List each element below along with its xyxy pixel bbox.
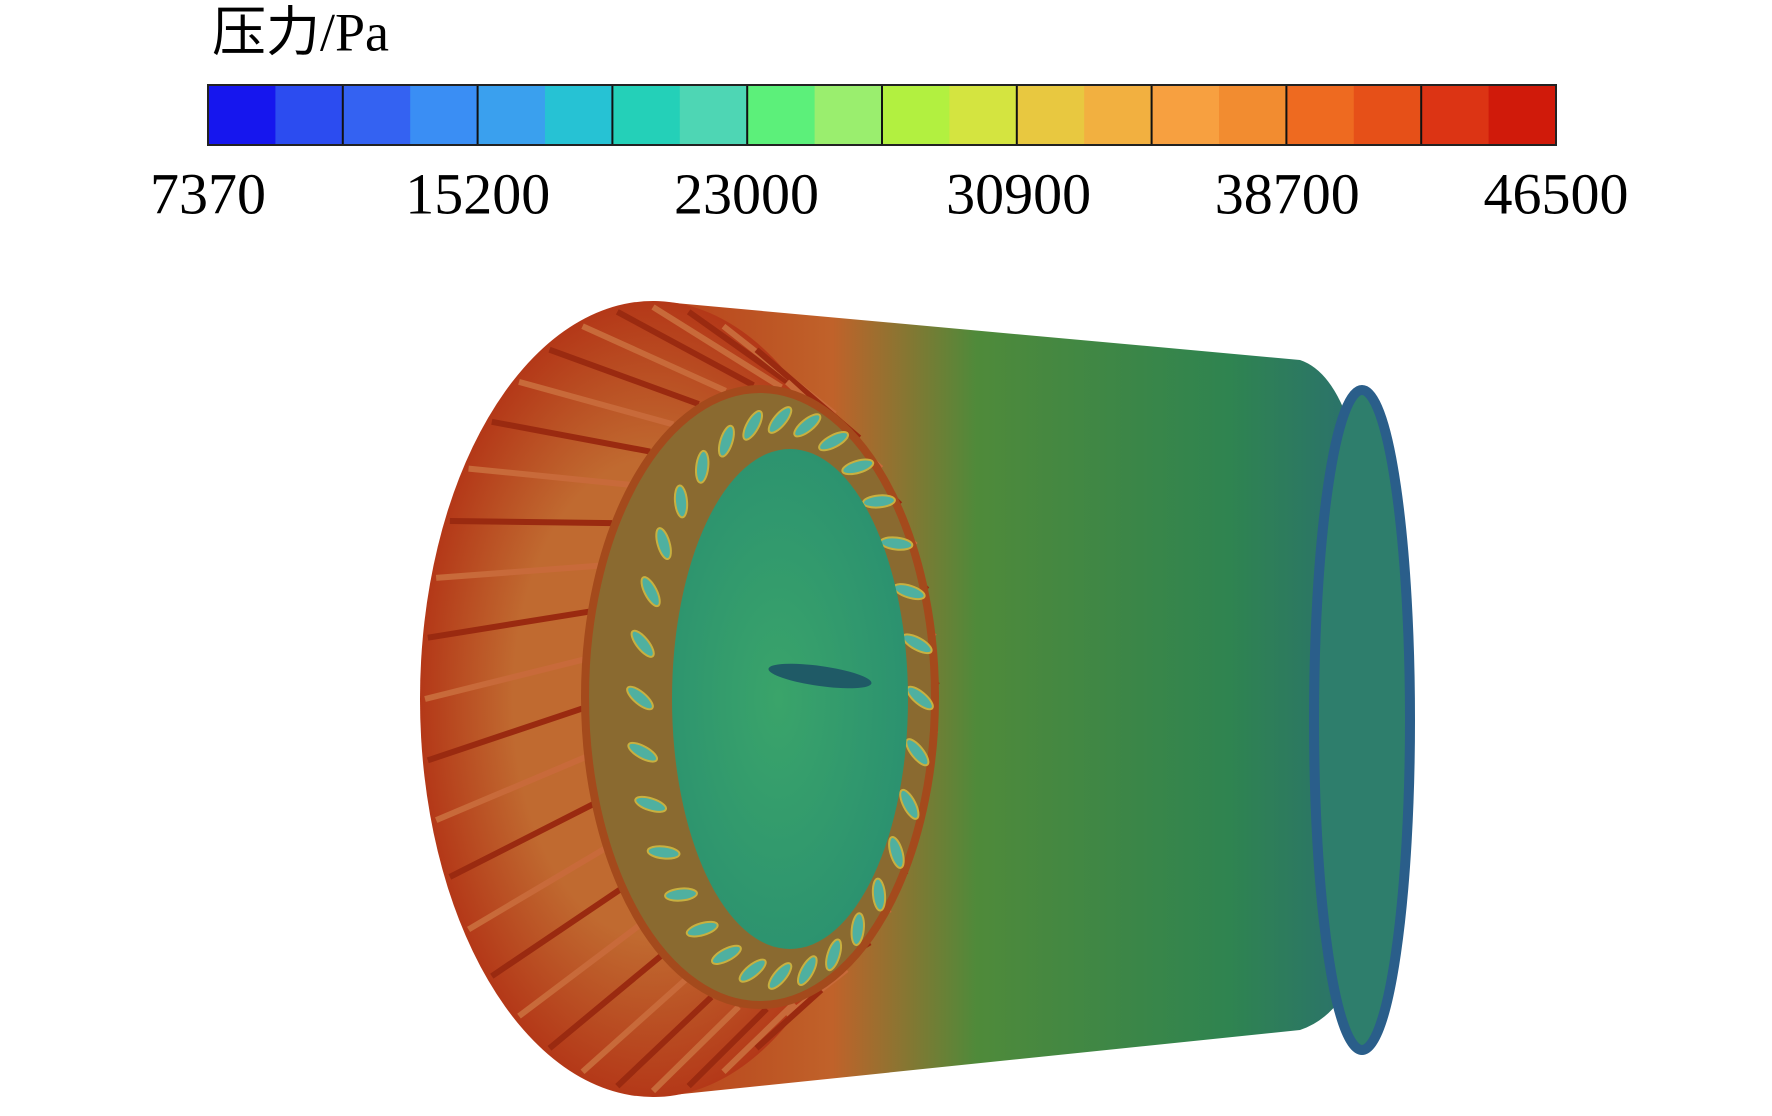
blade	[615, 309, 755, 388]
vane	[871, 877, 887, 912]
blade	[491, 418, 651, 455]
colorbar-tick-label: 15200	[405, 161, 550, 226]
blade	[424, 656, 585, 702]
blade	[580, 977, 688, 1075]
colorbar-segment	[275, 85, 344, 145]
blade	[548, 346, 700, 407]
colorbar-segment	[342, 85, 411, 145]
vane	[685, 920, 719, 938]
vane	[888, 835, 905, 869]
vane	[899, 788, 920, 820]
colorbar-ticks: 7370 15200 23000 30900 38700 46500	[150, 161, 1629, 226]
colorbar-segment	[679, 85, 748, 145]
blade	[581, 323, 727, 394]
vane	[841, 458, 875, 476]
vane	[850, 912, 865, 947]
colorbar-segment	[1084, 85, 1153, 145]
vane	[626, 685, 654, 711]
vane	[640, 576, 661, 608]
colorbar-title: 压力/Pa	[212, 2, 389, 62]
blade	[650, 1004, 741, 1094]
vane	[627, 741, 659, 763]
colorbar-segment	[949, 85, 1018, 145]
vane	[796, 955, 818, 986]
colorbar: 压力/Pa 7370 15200 23000 30900 38700 46500	[150, 2, 1629, 226]
vane	[695, 449, 710, 484]
colorbar-segment	[747, 85, 816, 145]
vane	[710, 944, 742, 965]
vane	[673, 484, 689, 519]
blade	[435, 562, 599, 581]
colorbar-segment	[1016, 85, 1085, 145]
colorbar-segment	[1219, 85, 1287, 145]
colorbar-tick-label: 23000	[674, 161, 819, 226]
colorbar-segment	[477, 85, 546, 145]
blade	[754, 987, 824, 1051]
colorbar-tick-label: 7370	[150, 161, 266, 226]
blade	[434, 754, 587, 823]
vane	[634, 795, 668, 813]
colorbar-segment	[208, 85, 276, 145]
colorbar-segment	[612, 85, 681, 145]
vane	[767, 962, 793, 990]
vane	[818, 431, 850, 452]
blade	[547, 953, 663, 1051]
colorbar-segment	[545, 85, 613, 145]
blade	[651, 304, 783, 390]
blade	[427, 608, 590, 641]
colorbar-tick-label: 30900	[946, 161, 1091, 226]
vane	[738, 958, 767, 983]
colorbar-segment	[1421, 85, 1490, 145]
blade	[518, 378, 675, 428]
colorbar-frame	[207, 84, 1557, 146]
blade	[449, 518, 613, 527]
blade	[448, 801, 595, 880]
vanes	[626, 406, 934, 990]
colorbar-segment	[410, 85, 479, 145]
blade	[686, 1006, 769, 1089]
colorbar-segment	[882, 85, 950, 145]
blade	[721, 1000, 797, 1074]
nose	[768, 663, 872, 689]
vane	[793, 413, 822, 438]
vane	[767, 406, 793, 434]
vane	[742, 410, 764, 441]
colorbar-segment	[1286, 85, 1355, 145]
colorbar-segment	[1151, 85, 1220, 145]
outlet-rim	[1309, 385, 1415, 1055]
vane	[646, 845, 681, 860]
colorbar-segment	[814, 85, 883, 145]
vane	[825, 938, 843, 972]
blade	[490, 887, 622, 979]
turbine-render	[420, 301, 1415, 1097]
blade	[517, 923, 641, 1019]
vane	[655, 527, 672, 561]
colorbar-segment	[1488, 85, 1557, 145]
vane	[717, 424, 735, 458]
colorbar-tick-label: 46500	[1484, 161, 1629, 226]
blade	[615, 994, 714, 1089]
blade	[467, 846, 607, 932]
vane	[905, 738, 930, 767]
blade	[468, 465, 630, 488]
vane	[664, 887, 698, 902]
vane	[630, 629, 655, 658]
blade	[426, 705, 584, 764]
colorbar-tick-label: 38700	[1215, 161, 1360, 226]
colorbar-segment	[1353, 85, 1422, 145]
hub	[672, 449, 908, 949]
colorbar-segments	[208, 85, 1557, 145]
